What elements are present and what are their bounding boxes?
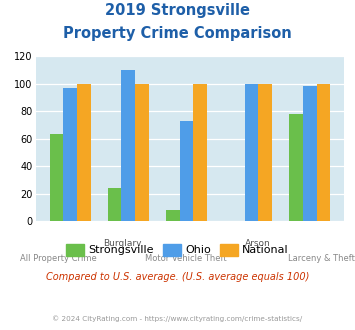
Bar (317, 83, 330, 221)
Bar (289, 114, 303, 221)
Text: Larceny & Theft: Larceny & Theft (288, 254, 355, 263)
Text: Arson: Arson (245, 239, 271, 248)
Bar (63, 88, 77, 221)
Bar (245, 83, 258, 221)
Bar (77, 83, 91, 221)
Text: Motor Vehicle Theft: Motor Vehicle Theft (145, 254, 227, 263)
Bar (166, 210, 180, 221)
Bar (180, 121, 193, 221)
Text: All Property Crime: All Property Crime (20, 254, 97, 263)
Bar (303, 86, 317, 221)
Text: Property Crime Comparison: Property Crime Comparison (63, 26, 292, 41)
Bar (108, 188, 121, 221)
Bar (50, 134, 63, 221)
Bar (193, 83, 207, 221)
Legend: Strongsville, Ohio, National: Strongsville, Ohio, National (62, 239, 293, 260)
Text: © 2024 CityRating.com - https://www.cityrating.com/crime-statistics/: © 2024 CityRating.com - https://www.city… (53, 315, 302, 322)
Text: Burglary: Burglary (103, 239, 141, 248)
Bar (121, 70, 135, 221)
Bar (258, 83, 272, 221)
Text: Compared to U.S. average. (U.S. average equals 100): Compared to U.S. average. (U.S. average … (46, 272, 309, 282)
Text: 2019 Strongsville: 2019 Strongsville (105, 3, 250, 18)
Bar (135, 83, 149, 221)
